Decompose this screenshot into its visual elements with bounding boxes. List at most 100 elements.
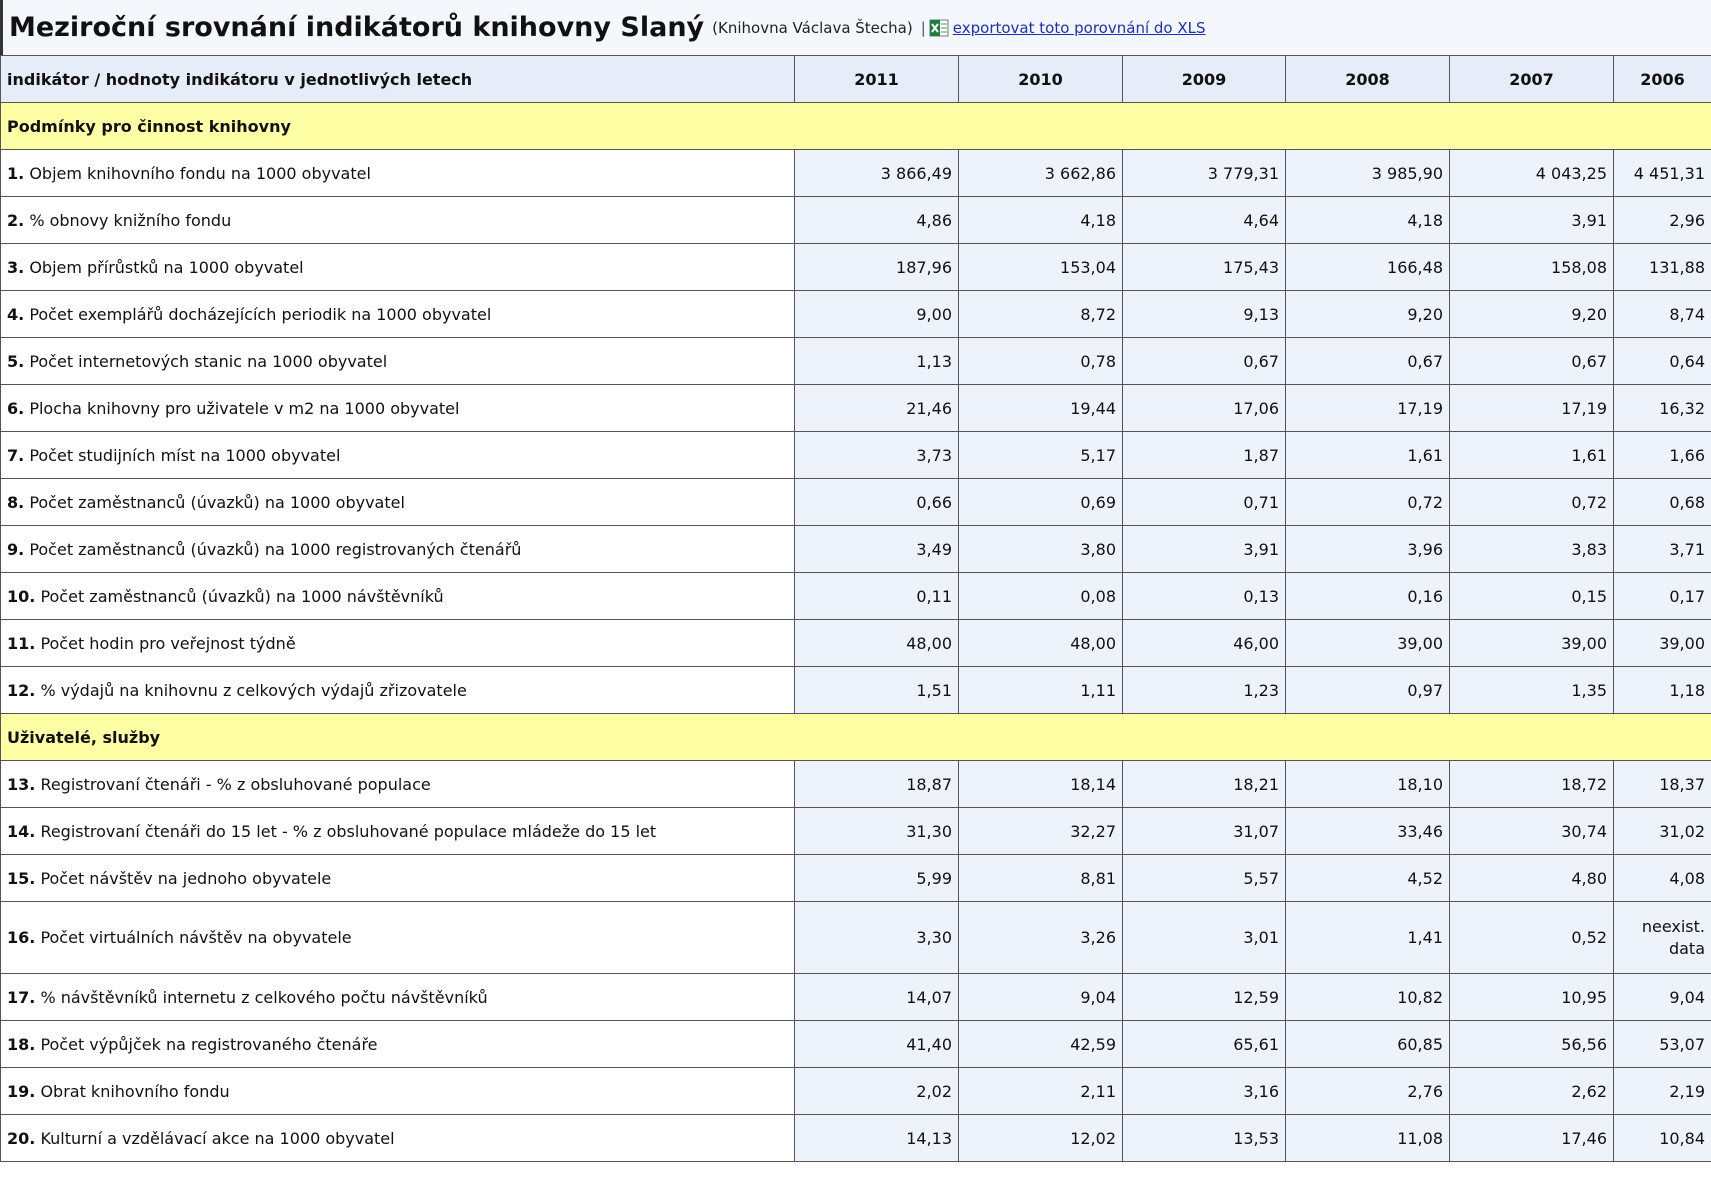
indicator-label: % návštěvníků internetu z celkového počt… [40, 987, 488, 1007]
value-cell: 1,61 [1285, 431, 1450, 479]
indicator-cell: 12. % výdajů na knihovnu z celkových výd… [0, 666, 795, 714]
indicator-cell: 17. % návštěvníků internetu z celkového … [0, 973, 795, 1021]
value-cell: 131,88 [1613, 243, 1711, 291]
indicator-label: Počet návštěv na jednoho obyvatele [40, 868, 332, 888]
indicator-cell: 1. Objem knihovního fondu na 1000 obyvat… [0, 149, 795, 197]
year-header: 2008 [1285, 55, 1450, 103]
value-cell: 18,10 [1285, 760, 1450, 808]
indicator-label: Plocha knihovny pro uživatele v m2 na 10… [29, 398, 460, 418]
section-title: Podmínky pro činnost knihovny [0, 102, 1711, 150]
value-cell: 0,97 [1285, 666, 1450, 714]
value-cell: 33,46 [1285, 807, 1450, 855]
excel-icon [929, 19, 949, 36]
value-cell: 0,72 [1449, 478, 1614, 526]
value-cell: 11,08 [1285, 1114, 1450, 1162]
indicator-number: 17. [7, 987, 36, 1007]
indicator-label: Počet studijních míst na 1000 obyvatel [29, 445, 341, 465]
value-cell: 2,11 [958, 1067, 1123, 1115]
value-cell: 39,00 [1449, 619, 1614, 667]
value-cell: 46,00 [1122, 619, 1286, 667]
section-row: Uživatelé, služby [0, 713, 1711, 761]
indicator-row: 13. Registrovaní čtenáři - % z obsluhova… [0, 760, 1711, 808]
value-cell: 4,80 [1449, 854, 1614, 902]
value-cell: 9,04 [958, 973, 1123, 1021]
indicator-label: Počet zaměstnanců (úvazků) na 1000 regis… [29, 539, 522, 559]
header-label: indikátor / hodnoty indikátoru v jednotl… [0, 55, 795, 103]
indicator-label: Počet virtuálních návštěv na obyvatele [40, 928, 352, 947]
value-cell: 4,86 [794, 196, 959, 244]
indicator-cell: 3. Objem přírůstků na 1000 obyvatel [0, 243, 795, 291]
value-cell: 1,18 [1613, 666, 1711, 714]
value-cell: 21,46 [794, 384, 959, 432]
value-cell: 18,14 [958, 760, 1123, 808]
indicator-label: Registrovaní čtenáři - % z obsluhované p… [40, 774, 431, 794]
indicator-cell: 4. Počet exemplářů docházejících periodi… [0, 290, 795, 338]
value-cell: 4,18 [958, 196, 1123, 244]
indicator-cell: 6. Plocha knihovny pro uživatele v m2 na… [0, 384, 795, 432]
indicator-cell: 19. Obrat knihovního fondu [0, 1067, 795, 1115]
indicator-number: 3. [7, 257, 25, 277]
indicator-number: 11. [7, 633, 36, 653]
header-row: indikátor / hodnoty indikátoru v jednotl… [0, 55, 1711, 103]
value-cell: 3,30 [794, 901, 959, 974]
indicator-number: 14. [7, 821, 36, 841]
value-cell: 42,59 [958, 1020, 1123, 1068]
indicator-number: 4. [7, 304, 25, 324]
value-cell: 153,04 [958, 243, 1123, 291]
value-cell: 5,17 [958, 431, 1123, 479]
value-cell: 5,99 [794, 854, 959, 902]
value-cell: 13,53 [1122, 1114, 1286, 1162]
value-cell: 0,72 [1285, 478, 1450, 526]
value-cell: 0,15 [1449, 572, 1614, 620]
value-cell: 60,85 [1285, 1020, 1450, 1068]
value-cell: 1,51 [794, 666, 959, 714]
value-cell: 18,37 [1613, 760, 1711, 808]
value-cell: 0,16 [1285, 572, 1450, 620]
indicator-row: 16. Počet virtuálních návštěv na obyvate… [0, 901, 1711, 974]
indicator-row: 2. % obnovy knižního fondu 4,86 4,18 4,64 4,… [0, 196, 1711, 244]
value-cell: 17,46 [1449, 1114, 1614, 1162]
value-cell: 1,23 [1122, 666, 1286, 714]
indicator-number: 5. [7, 351, 25, 371]
indicator-number: 7. [7, 445, 25, 465]
indicator-number: 8. [7, 492, 25, 512]
value-cell: 12,02 [958, 1114, 1123, 1162]
indicator-label: Počet internetových stanic na 1000 obyva… [29, 351, 388, 371]
indicator-number: 18. [7, 1034, 36, 1054]
value-cell: 0,11 [794, 572, 959, 620]
indicator-row: 6. Plocha knihovny pro uživatele v m2 na… [0, 384, 1711, 432]
title: Meziroční srovnání indikátorů knihovny S… [9, 12, 705, 43]
value-cell: 17,19 [1285, 384, 1450, 432]
value-cell: 3,26 [958, 901, 1123, 974]
indicator-cell: 7. Počet studijních míst na 1000 obyvate… [0, 431, 795, 479]
indicator-number: 15. [7, 868, 36, 888]
value-cell: 30,74 [1449, 807, 1614, 855]
indicator-row: 20. Kulturní a vzdělávací akce na 1000 o… [0, 1114, 1711, 1162]
indicator-label: Počet hodin pro veřejnost týdně [40, 633, 296, 653]
value-cell: 4,64 [1122, 196, 1286, 244]
value-cell: 8,72 [958, 290, 1123, 338]
year-header: 2011 [794, 55, 959, 103]
value-cell: 175,43 [1122, 243, 1286, 291]
indicator-row: 3. Objem přírůstků na 1000 obyvatel 187,9… [0, 243, 1711, 291]
year-header: 2007 [1449, 55, 1614, 103]
indicator-label: Registrovaní čtenáři do 15 let - % z obs… [40, 821, 657, 841]
value-cell: 1,41 [1285, 901, 1450, 974]
value-cell: 0,66 [794, 478, 959, 526]
value-cell: 0,68 [1613, 478, 1711, 526]
value-cell: 2,96 [1613, 196, 1711, 244]
value-cell: 3 985,90 [1285, 149, 1450, 197]
value-cell: 3,83 [1449, 525, 1614, 573]
subtitle: (Knihovna Václava Štecha) [712, 18, 913, 37]
value-cell: neexist. data [1613, 901, 1711, 974]
title-bar: Meziroční srovnání indikátorů knihovny S… [0, 0, 1711, 55]
indicator-row: 15. Počet návštěv na jednoho obyvatele 5,… [0, 854, 1711, 902]
indicator-row: 19. Obrat knihovního fondu 2,02 2,11 3,16 2,… [0, 1067, 1711, 1115]
separator: | [920, 18, 926, 37]
indicator-row: 12. % výdajů na knihovnu z celkových výd… [0, 666, 1711, 714]
value-cell: 1,66 [1613, 431, 1711, 479]
value-cell: 9,00 [794, 290, 959, 338]
export-link[interactable]: exportovat toto porovnání do XLS [952, 18, 1206, 37]
value-cell: 1,11 [958, 666, 1123, 714]
value-cell: 14,07 [794, 973, 959, 1021]
